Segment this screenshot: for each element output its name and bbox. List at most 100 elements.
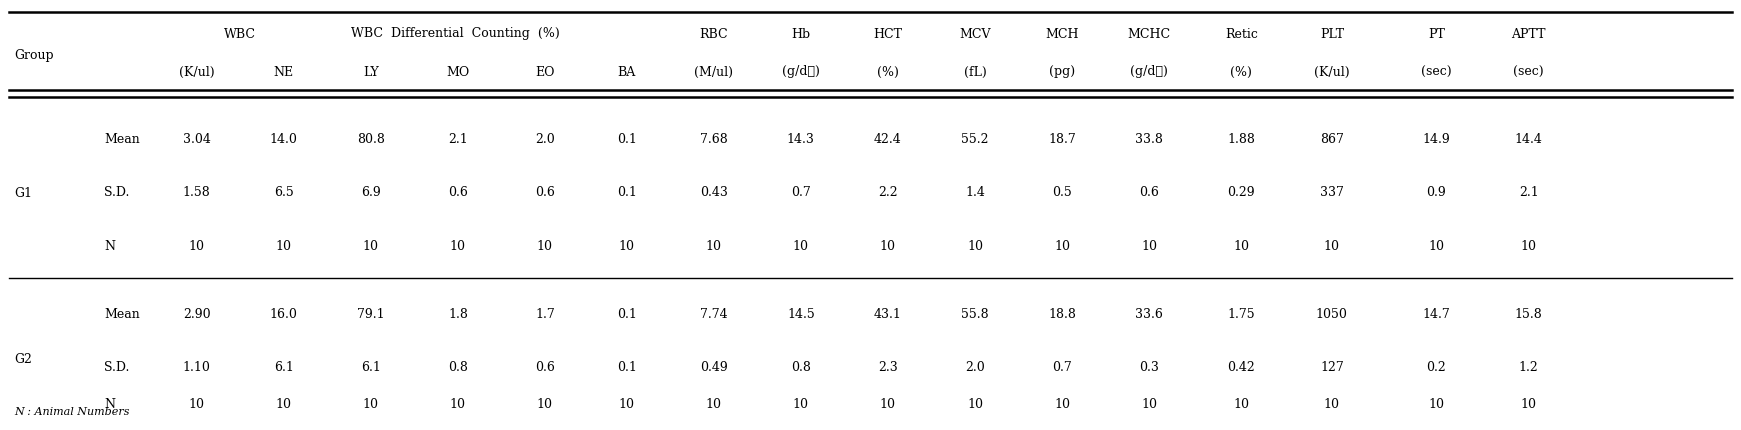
Text: N: N	[104, 240, 115, 253]
Text: 0.43: 0.43	[700, 186, 728, 199]
Text: 0.5: 0.5	[1052, 186, 1072, 199]
Text: RBC: RBC	[700, 28, 728, 40]
Text: APTT: APTT	[1511, 28, 1546, 40]
Text: Mean: Mean	[104, 308, 141, 321]
Text: 15.8: 15.8	[1515, 308, 1543, 321]
Text: 1.10: 1.10	[183, 361, 211, 374]
Text: EO: EO	[534, 65, 555, 78]
Text: 10: 10	[1323, 398, 1341, 411]
Text: 55.2: 55.2	[961, 133, 989, 146]
Text: 6.5: 6.5	[273, 186, 294, 199]
Text: 10: 10	[536, 240, 554, 253]
Text: 10: 10	[1520, 240, 1537, 253]
Text: 6.1: 6.1	[360, 361, 381, 374]
Text: 14.0: 14.0	[270, 133, 298, 146]
Text: 55.8: 55.8	[961, 308, 989, 321]
Text: 10: 10	[705, 240, 723, 253]
Text: 1050: 1050	[1316, 308, 1348, 321]
Text: 2.1: 2.1	[447, 133, 468, 146]
Text: 43.1: 43.1	[874, 308, 902, 321]
Text: PT: PT	[1428, 28, 1445, 40]
Text: 2.2: 2.2	[877, 186, 898, 199]
Text: BA: BA	[618, 65, 635, 78]
Text: 10: 10	[362, 240, 380, 253]
Text: 14.7: 14.7	[1422, 308, 1450, 321]
Text: 10: 10	[1428, 398, 1445, 411]
Text: 10: 10	[362, 398, 380, 411]
Text: (%): (%)	[877, 65, 898, 78]
Text: 10: 10	[705, 398, 723, 411]
Text: 10: 10	[618, 240, 635, 253]
Text: 0.6: 0.6	[534, 361, 555, 374]
Text: (K/ul): (K/ul)	[1314, 65, 1349, 78]
Text: 0.2: 0.2	[1426, 361, 1447, 374]
Text: Group: Group	[14, 49, 54, 62]
Text: 10: 10	[188, 398, 205, 411]
Text: 10: 10	[792, 240, 810, 253]
Text: 10: 10	[1140, 398, 1158, 411]
Text: 3.04: 3.04	[183, 133, 211, 146]
Text: 0.7: 0.7	[1052, 361, 1072, 374]
Text: 0.1: 0.1	[616, 133, 637, 146]
Text: 2.0: 2.0	[965, 361, 985, 374]
Text: 0.29: 0.29	[1227, 186, 1255, 199]
Text: N : Animal Numbers: N : Animal Numbers	[14, 406, 129, 416]
Text: Hb: Hb	[792, 28, 810, 40]
Text: 10: 10	[1053, 398, 1071, 411]
Text: 1.8: 1.8	[447, 308, 468, 321]
Text: HCT: HCT	[874, 28, 902, 40]
Text: 10: 10	[1233, 398, 1250, 411]
Text: 0.3: 0.3	[1139, 361, 1160, 374]
Text: 2.90: 2.90	[183, 308, 211, 321]
Text: 0.1: 0.1	[616, 308, 637, 321]
Text: 1.58: 1.58	[183, 186, 211, 199]
Text: 6.1: 6.1	[273, 361, 294, 374]
Text: 0.8: 0.8	[447, 361, 468, 374]
Text: 10: 10	[275, 240, 292, 253]
Text: 10: 10	[792, 398, 810, 411]
Text: 1.7: 1.7	[534, 308, 555, 321]
Text: S.D.: S.D.	[104, 186, 131, 199]
Text: 127: 127	[1320, 361, 1344, 374]
Text: 0.6: 0.6	[447, 186, 468, 199]
Text: 7.74: 7.74	[700, 308, 728, 321]
Text: 10: 10	[449, 240, 467, 253]
Text: 16.0: 16.0	[270, 308, 298, 321]
Text: 0.1: 0.1	[616, 361, 637, 374]
Text: 10: 10	[879, 398, 897, 411]
Text: 10: 10	[1323, 240, 1341, 253]
Text: N: N	[104, 398, 115, 411]
Text: Mean: Mean	[104, 133, 141, 146]
Text: 337: 337	[1320, 186, 1344, 199]
Text: 10: 10	[1233, 240, 1250, 253]
Text: 10: 10	[188, 240, 205, 253]
Text: 10: 10	[1053, 240, 1071, 253]
Text: MO: MO	[446, 65, 470, 78]
Text: WBC  Differential  Counting  (%): WBC Differential Counting (%)	[352, 28, 559, 40]
Text: 1.75: 1.75	[1227, 308, 1255, 321]
Text: LY: LY	[362, 65, 380, 78]
Text: (sec): (sec)	[1421, 65, 1452, 78]
Text: 1.88: 1.88	[1227, 133, 1255, 146]
Text: 10: 10	[1428, 240, 1445, 253]
Text: 42.4: 42.4	[874, 133, 902, 146]
Text: (%): (%)	[1231, 65, 1252, 78]
Text: 14.9: 14.9	[1422, 133, 1450, 146]
Text: 18.8: 18.8	[1048, 308, 1076, 321]
Text: PLT: PLT	[1320, 28, 1344, 40]
Text: 10: 10	[1140, 240, 1158, 253]
Text: MCHC: MCHC	[1128, 28, 1170, 40]
Text: (K/ul): (K/ul)	[179, 65, 214, 78]
Text: Retic: Retic	[1226, 28, 1257, 40]
Text: 10: 10	[966, 240, 984, 253]
Text: G2: G2	[14, 353, 31, 366]
Text: S.D.: S.D.	[104, 361, 131, 374]
Text: (g/dℓ): (g/dℓ)	[782, 65, 820, 78]
Text: G1: G1	[14, 187, 31, 200]
Text: 867: 867	[1320, 133, 1344, 146]
Text: 10: 10	[618, 398, 635, 411]
Text: 10: 10	[879, 240, 897, 253]
Text: 10: 10	[275, 398, 292, 411]
Text: (M/ul): (M/ul)	[695, 65, 733, 78]
Text: 0.1: 0.1	[616, 186, 637, 199]
